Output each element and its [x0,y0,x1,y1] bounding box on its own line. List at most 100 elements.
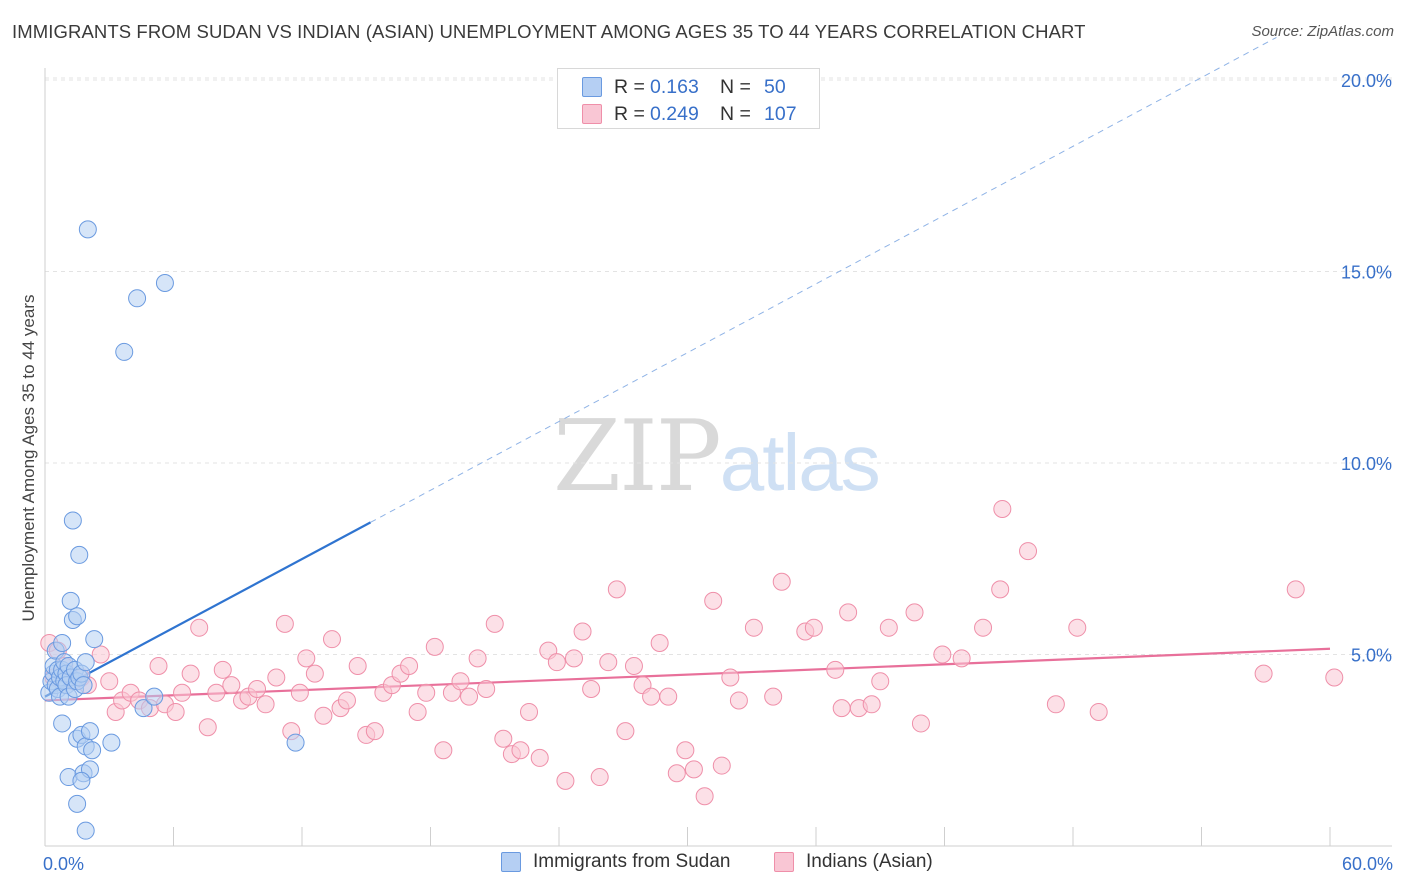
legend-row-sudan: R = 0.163 N = 50 [582,74,786,100]
point-indians [676,741,695,760]
legend-swatch-indians [582,104,602,124]
point-indians [564,649,583,668]
point-sudan [145,687,164,706]
point-indians [166,702,185,721]
point-indians [290,683,309,702]
data-points [40,220,1344,840]
point-indians [624,656,643,675]
x-tick-label-min: 0.0% [43,854,84,874]
trend-lines [44,36,1331,702]
point-sudan [76,653,95,672]
point-indians [556,771,575,790]
point-indians [417,683,436,702]
legend-r-label: R = [614,75,645,98]
point-indians [477,679,496,698]
point-indians [248,679,267,698]
point-indians [582,679,601,698]
point-indians [729,691,748,710]
point-indians [862,695,881,714]
point-sudan [128,289,147,308]
point-indians [100,672,119,691]
point-sudan [80,722,99,741]
point-indians [695,787,714,806]
tick-labels: 5.0% 10.0% 15.0% 20.0% 0.0% 60.0% [43,71,1393,874]
gridlines [45,77,1392,655]
point-indians [804,618,823,637]
point-indians [993,499,1012,518]
point-indians [826,660,845,679]
point-indians [667,764,686,783]
point-indians [460,687,479,706]
point-indians [314,706,333,725]
point-indians [198,718,217,737]
point-indians [1068,618,1087,637]
point-indians [911,714,930,733]
point-sudan [53,714,72,733]
point-indians [365,722,384,741]
legend-n-value: 50 [764,75,786,98]
point-indians [744,618,763,637]
legend-swatch-sudan [501,852,521,872]
point-indians [91,645,110,664]
point-indians [1325,668,1344,687]
point-indians [181,664,200,683]
point-sudan [76,821,95,840]
point-sudan [102,733,121,752]
legend-n-label: N = [720,75,751,98]
point-indians [173,683,192,702]
point-indians [400,656,419,675]
point-indians [322,630,341,649]
correlation-legend: R = 0.163 N = 50 R = 0.249 N = 107 [557,68,820,129]
point-sudan [78,220,97,239]
point-indians [607,580,626,599]
point-indians [879,618,898,637]
point-indians [642,687,661,706]
point-indians [468,649,487,668]
y-tick-label: 5.0% [1351,646,1392,666]
point-indians [511,741,530,760]
point-indians [207,683,226,702]
point-indians [599,653,618,672]
point-indians [530,748,549,767]
legend-item-sudan[interactable]: Immigrants from Sudan [501,851,730,873]
point-sudan [83,741,102,760]
legend-r-label: R = [614,102,645,125]
point-indians [1254,664,1273,683]
point-sudan [70,545,89,564]
point-indians [721,668,740,687]
point-indians [451,672,470,691]
point-indians [712,756,731,775]
point-sudan [115,342,134,361]
point-indians [213,660,232,679]
y-axis-label: Unemployment Among Ages 35 to 44 years [19,294,38,622]
point-indians [520,702,539,721]
point-indians [547,653,566,672]
point-indians [832,699,851,718]
axes [44,68,1392,847]
point-indians [149,656,168,675]
point-indians [190,618,209,637]
point-indians [275,614,294,633]
source-label: Source: ZipAtlas.com [1251,23,1394,40]
point-indians [222,676,241,695]
point-indians [297,649,316,668]
legend-item-indians[interactable]: Indians (Asian) [774,851,933,873]
point-sudan [68,607,87,626]
point-indians [952,649,971,668]
point-sudan [85,630,104,649]
point-indians [267,668,286,687]
legend-swatch-indians [774,852,794,872]
point-sudan [72,771,91,790]
point-indians [1089,702,1108,721]
point-sudan [74,676,93,695]
point-indians [485,614,504,633]
point-sudan [61,591,80,610]
point-sudan [286,733,305,752]
point-indians [839,603,858,622]
series-legend: Immigrants from Sudan Indians (Asian) [0,851,1406,877]
point-indians [933,645,952,664]
point-indians [905,603,924,622]
trend-line-sudan-extension [370,36,1277,523]
legend-swatch-sudan [582,77,602,97]
